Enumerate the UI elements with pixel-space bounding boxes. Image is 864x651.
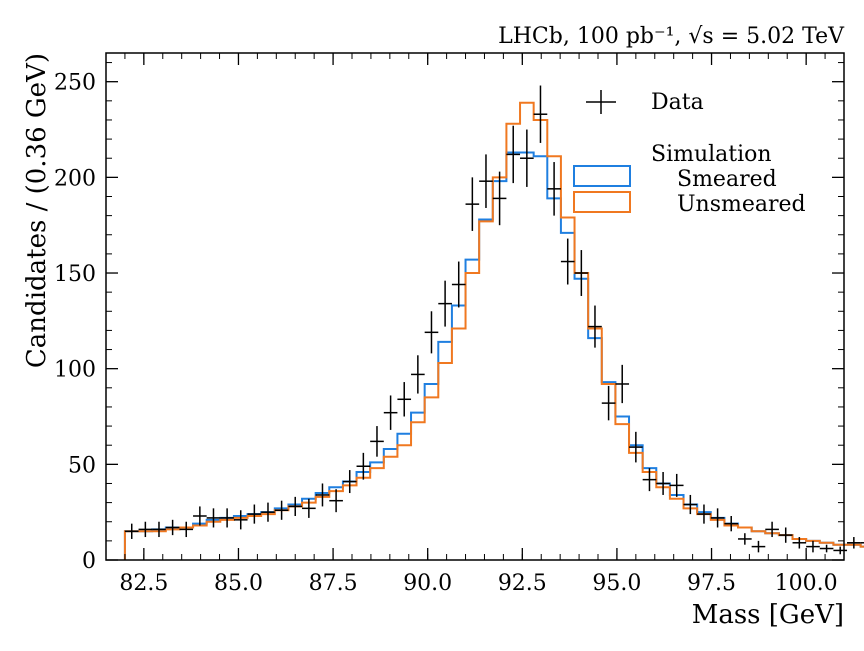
data-point [792, 537, 807, 549]
x-axis-ticks: 82.5 85.0 87.5 90.0 92.5 95.0 97.5 100.0 [119, 53, 845, 596]
data-point [697, 504, 711, 524]
data-point [451, 261, 466, 308]
x-tick-label: 85.0 [214, 571, 263, 596]
data-point [506, 125, 521, 184]
data-point [411, 355, 425, 394]
data-point [274, 500, 289, 520]
data-point [138, 521, 153, 538]
y-tick-label: 100 [54, 358, 96, 383]
data-point [642, 468, 657, 492]
data-point [179, 521, 194, 538]
data-point [206, 508, 221, 528]
data-point [683, 494, 698, 515]
data-point [342, 470, 357, 494]
legend-unsmeared-swatch [573, 191, 631, 213]
y-axis-ticks: 0 50 100 150 200 250 [54, 62, 844, 574]
legend-smeared-swatch [573, 165, 631, 187]
data-point [479, 154, 493, 208]
data-point [288, 496, 303, 516]
data-point [738, 533, 752, 545]
y-tick-label: 150 [54, 262, 96, 287]
data-point [601, 385, 616, 421]
data-point [465, 177, 480, 231]
x-tick-label: 90.0 [403, 571, 452, 596]
y-tick-label: 250 [54, 71, 96, 96]
data-point [547, 162, 561, 216]
y-tick-label: 0 [82, 549, 96, 574]
data-point [533, 85, 548, 143]
data-point [860, 542, 864, 544]
data-point [383, 395, 398, 430]
data-point [438, 280, 452, 327]
legend-data-label: Data [651, 90, 704, 115]
legend-unsmeared-label: Unsmeared [677, 192, 806, 217]
data-point [778, 527, 793, 543]
data-point [124, 523, 139, 539]
plot-frame [105, 52, 845, 561]
data-point [710, 508, 725, 528]
x-tick-label: 95.0 [592, 571, 641, 596]
data-point [492, 171, 507, 226]
x-tick-label: 92.5 [498, 571, 547, 596]
data-point [656, 471, 670, 495]
data-point [806, 540, 820, 553]
data-point [574, 250, 589, 296]
data-point [560, 238, 575, 285]
data-point [261, 502, 275, 522]
data-point [397, 382, 412, 417]
data-point [751, 540, 766, 553]
data-point [152, 521, 166, 538]
data-point [520, 129, 534, 187]
data-point [220, 508, 234, 528]
legend: Data Simulation Smeared Unsmeared [573, 90, 806, 217]
series-unsmeared-step [123, 101, 864, 560]
data-point [424, 311, 439, 354]
data-point [370, 426, 384, 457]
data-point [629, 431, 643, 463]
x-tick-label: 97.5 [687, 571, 736, 596]
series-layer [123, 101, 864, 560]
data-point [315, 483, 330, 507]
data-point [233, 510, 248, 530]
data-point [193, 506, 207, 526]
x-tick-label: 87.5 [309, 571, 358, 596]
y-tick-label: 200 [54, 166, 96, 191]
y-tick-label: 50 [68, 453, 96, 478]
data-point [765, 521, 779, 538]
x-axis-label: Mass [GeV] [692, 600, 844, 630]
data-point [847, 537, 861, 549]
data-point [724, 515, 739, 532]
y-axis-label: Candidates / (0.36 GeV) [22, 53, 52, 368]
data-point [819, 544, 834, 553]
data-point [615, 364, 630, 404]
data-point [302, 498, 316, 518]
data-point [165, 519, 180, 536]
data-point [669, 473, 684, 497]
data-point [247, 504, 262, 524]
data-point [329, 489, 343, 513]
data-points-layer [124, 85, 864, 555]
legend-smeared-label: Smeared [677, 167, 777, 192]
data-point [588, 305, 602, 348]
x-tick-label: 82.5 [119, 571, 168, 596]
data-point [833, 546, 848, 555]
data-point [356, 452, 371, 480]
legend-simulation-header: Simulation [651, 142, 772, 167]
chart-title: LHCb, 100 pb⁻¹, √s = 5.02 TeV [498, 24, 845, 49]
x-tick-label: 100.0 [775, 571, 838, 596]
